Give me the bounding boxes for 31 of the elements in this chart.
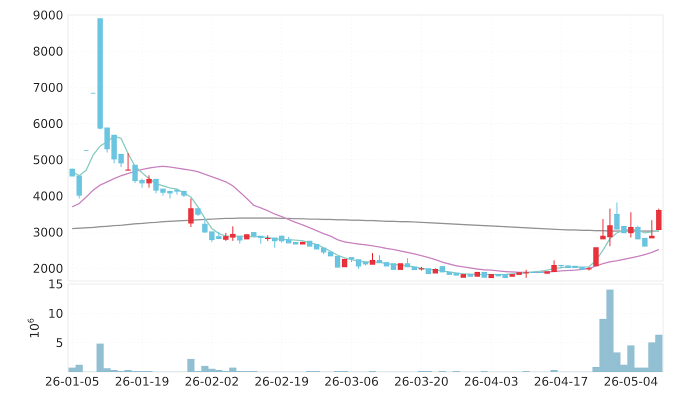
candlestick (656, 208, 662, 230)
y-tick-label: 2000 (34, 264, 62, 273)
x-tick-label: 26-04-03 (464, 376, 518, 386)
candlestick (188, 198, 194, 228)
x-tick-label: 26-05-04 (604, 376, 658, 386)
y-tick-label: 8000 (34, 46, 62, 56)
y-tick-label: 5000 (34, 155, 62, 164)
candlestick (628, 212, 634, 238)
y-axis-title: 10$^{6}$ (28, 318, 39, 338)
candlestick (356, 259, 362, 270)
y-tick-label: 3000 (34, 228, 62, 237)
y-tick-label: 9000 (34, 10, 62, 20)
y-tick-label: 15 (49, 280, 62, 288)
x-tick-label: 26-01-19 (116, 376, 168, 386)
x-tick-label: 26-03-20 (395, 376, 448, 386)
candlestick (370, 252, 376, 265)
x-tick-label: 26-02-02 (186, 376, 238, 386)
y-tick-label: 4000 (33, 191, 62, 200)
y-tick-label: 6000 (34, 119, 62, 128)
x-tick-label: 26-01-05 (46, 376, 98, 386)
candlestick (146, 174, 152, 188)
y-tick-label: 5 (56, 338, 62, 348)
x-tick-label: 26-03-06 (325, 376, 378, 386)
candlestick (649, 220, 655, 238)
x-tick-label: 26-04-17 (534, 376, 588, 386)
y-tick-label: 7000 (34, 82, 62, 92)
candlestick (593, 247, 599, 266)
candlestick (153, 178, 159, 194)
x-tick-label: 26-02-19 (255, 376, 308, 386)
candlestick (125, 152, 131, 172)
y-tick-label: 10 (49, 308, 62, 318)
